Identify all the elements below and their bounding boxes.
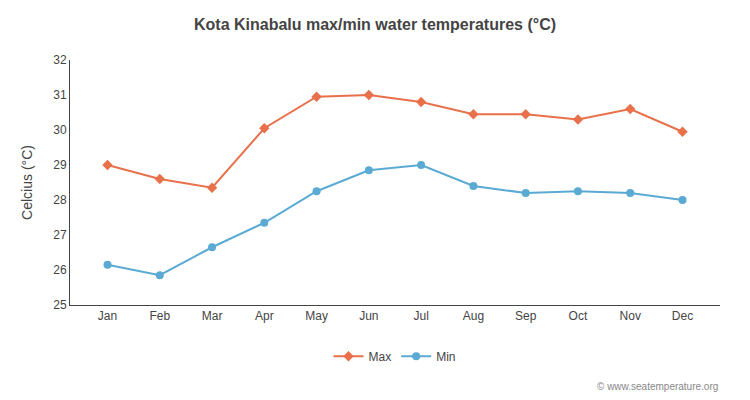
svg-text:28: 28 <box>53 193 67 207</box>
svg-text:Jul: Jul <box>413 309 428 323</box>
svg-text:Nov: Nov <box>620 309 641 323</box>
svg-text:Max: Max <box>369 350 392 364</box>
svg-text:30: 30 <box>53 123 67 137</box>
svg-text:27: 27 <box>53 228 67 242</box>
svg-text:Kota Kinabalu max/min water te: Kota Kinabalu max/min water temperatures… <box>194 16 556 33</box>
svg-text:Min: Min <box>436 350 455 364</box>
svg-text:© www.seatemperature.org: © www.seatemperature.org <box>597 381 718 392</box>
svg-text:Jun: Jun <box>359 309 378 323</box>
svg-text:32: 32 <box>53 53 67 67</box>
svg-text:31: 31 <box>53 88 67 102</box>
svg-text:Apr: Apr <box>255 309 274 323</box>
svg-text:Mar: Mar <box>202 309 223 323</box>
svg-text:Aug: Aug <box>463 309 484 323</box>
svg-text:May: May <box>305 309 328 323</box>
svg-text:26: 26 <box>53 263 67 277</box>
svg-text:29: 29 <box>53 158 67 172</box>
svg-text:Feb: Feb <box>149 309 170 323</box>
svg-text:Jan: Jan <box>98 309 117 323</box>
svg-text:Dec: Dec <box>672 309 693 323</box>
svg-text:Sep: Sep <box>515 309 537 323</box>
svg-text:25: 25 <box>53 298 67 312</box>
svg-text:Celcius (°C): Celcius (°C) <box>19 145 35 220</box>
svg-text:Oct: Oct <box>569 309 588 323</box>
